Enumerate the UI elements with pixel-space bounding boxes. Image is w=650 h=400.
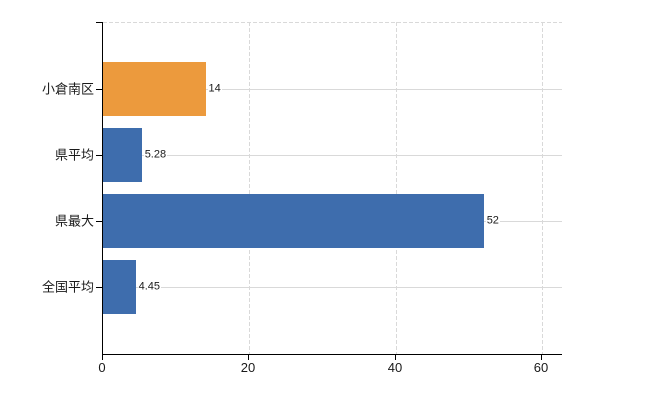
category-gridline bbox=[103, 89, 562, 90]
y-axis-tick bbox=[96, 89, 102, 90]
x-gridline bbox=[249, 22, 250, 354]
x-axis-tick-label: 0 bbox=[98, 360, 106, 375]
value-label: 14 bbox=[207, 82, 222, 96]
y-axis-tick bbox=[96, 221, 102, 222]
x-axis-tick-label: 20 bbox=[240, 360, 256, 375]
category-gridline bbox=[103, 287, 562, 288]
bar-県平均 bbox=[103, 128, 142, 182]
x-axis-tick bbox=[541, 355, 542, 360]
x-axis-tick bbox=[248, 355, 249, 360]
plot-area: 14 5.28 52 4.45 bbox=[102, 22, 562, 355]
x-axis-tick-label: 40 bbox=[387, 360, 403, 375]
value-label: 52 bbox=[485, 214, 500, 228]
x-axis-tick-label: 60 bbox=[533, 360, 549, 375]
x-gridline bbox=[542, 22, 543, 354]
category-label: 小倉南区 bbox=[41, 81, 94, 97]
bar-小倉南区 bbox=[103, 62, 206, 116]
plot-top-border bbox=[103, 22, 562, 23]
value-label: 4.45 bbox=[137, 280, 162, 294]
value-label: 5.28 bbox=[143, 148, 168, 162]
bar-全国平均 bbox=[103, 260, 136, 314]
y-axis-top-tick bbox=[96, 22, 102, 23]
y-axis-tick bbox=[96, 155, 102, 156]
category-label: 県平均 bbox=[54, 147, 94, 163]
category-label: 全国平均 bbox=[41, 279, 94, 295]
category-gridline bbox=[103, 155, 562, 156]
category-label: 県最大 bbox=[54, 213, 94, 229]
x-axis-tick bbox=[395, 355, 396, 360]
bar-県最大 bbox=[103, 194, 484, 248]
y-axis-tick bbox=[96, 287, 102, 288]
x-axis-tick bbox=[102, 355, 103, 360]
x-gridline bbox=[396, 22, 397, 354]
